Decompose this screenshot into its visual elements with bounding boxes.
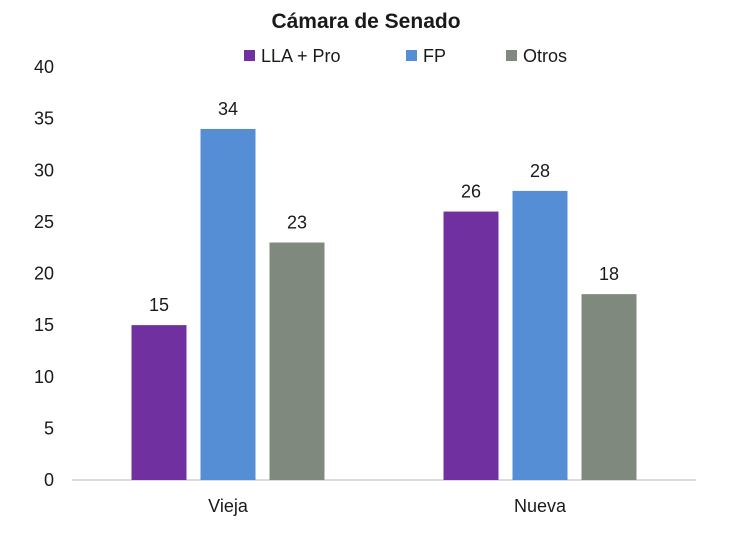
y-tick-label-35: 35 [34, 109, 54, 129]
legend-swatch-lla-pro [244, 50, 255, 61]
bar-otros-vieja [269, 242, 325, 480]
chart-title: Cámara de Senado [271, 10, 460, 33]
x-axis: Vieja Nueva [72, 479, 696, 516]
y-tick-label-5: 5 [44, 418, 54, 438]
bar-lla-pro-vieja [131, 325, 187, 480]
bar-lla-pro-nueva [443, 211, 499, 481]
y-tick-label-10: 10 [34, 367, 54, 387]
legend-item-lla-pro: LLA + Pro [244, 46, 341, 66]
legend-label-fp: FP [423, 46, 446, 66]
y-tick-label-30: 30 [34, 160, 54, 180]
y-tick-label-20: 20 [34, 264, 54, 284]
data-label-lla-pro-vieja: 15 [149, 295, 169, 315]
legend-label-otros: Otros [523, 46, 567, 66]
y-tick-label-25: 25 [34, 212, 54, 232]
legend-swatch-otros [506, 50, 517, 61]
legend-item-otros: Otros [506, 46, 567, 66]
legend-item-fp: FP [406, 46, 446, 66]
data-label-fp-vieja: 34 [218, 99, 238, 119]
legend-swatch-fp [406, 50, 417, 61]
bar-fp-nueva [512, 190, 568, 480]
y-axis: 0 5 10 15 20 25 30 35 40 [34, 57, 54, 490]
legend: LLA + Pro FP Otros [244, 46, 567, 66]
y-tick-label-15: 15 [34, 315, 54, 335]
data-label-otros-vieja: 23 [287, 213, 307, 233]
bar-fp-vieja [200, 128, 256, 480]
data-label-lla-pro-nueva: 26 [461, 182, 481, 202]
y-tick-label-0: 0 [44, 470, 54, 490]
legend-label-lla-pro: LLA + Pro [261, 46, 341, 66]
data-label-otros-nueva: 18 [599, 264, 619, 284]
bars: 15 34 23 26 28 18 [131, 99, 637, 481]
data-label-fp-nueva: 28 [530, 161, 550, 181]
y-tick-label-40: 40 [34, 57, 54, 77]
x-category-label-vieja: Vieja [208, 496, 249, 516]
x-category-label-nueva: Nueva [514, 496, 567, 516]
bar-otros-nueva [581, 294, 637, 480]
